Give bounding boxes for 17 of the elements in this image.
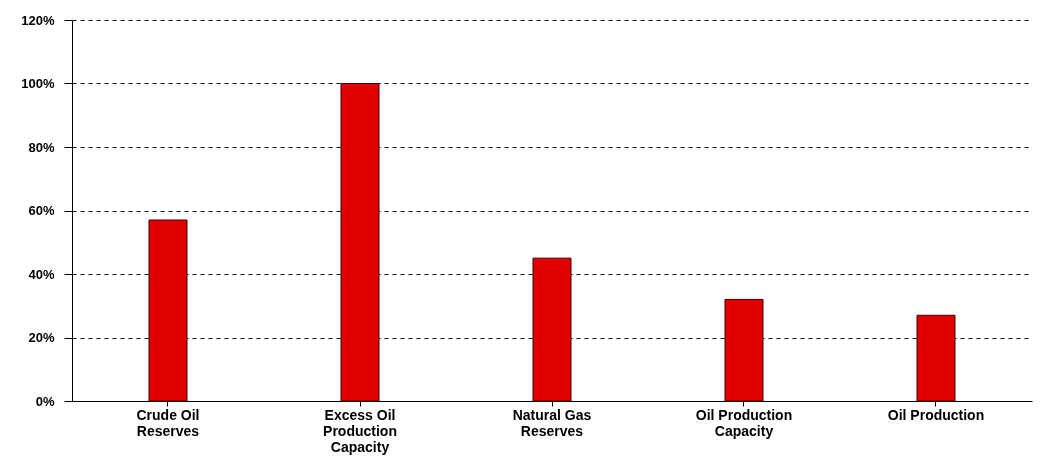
y-tick-label: 100% bbox=[21, 76, 55, 91]
y-tick-label: 0% bbox=[35, 393, 55, 409]
bar bbox=[148, 219, 188, 402]
x-tick-label: Excess Oil Production Capacity bbox=[323, 406, 397, 455]
y-tick-label: 20% bbox=[28, 330, 55, 345]
bar bbox=[532, 257, 572, 402]
y-tick-label: 40% bbox=[28, 266, 55, 282]
x-tick-label: Crude Oil Reserves bbox=[136, 406, 200, 439]
bar bbox=[340, 83, 380, 402]
bar bbox=[724, 298, 764, 402]
x-tick-label: Oil Production bbox=[887, 406, 985, 423]
y-tick-label: 60% bbox=[28, 203, 55, 218]
y-tick-label: 120% bbox=[21, 12, 55, 28]
bar bbox=[916, 314, 956, 402]
x-tick-label: Oil Production Capacity bbox=[695, 406, 793, 439]
y-tick-label: 80% bbox=[28, 139, 55, 155]
x-tick-label: Natural Gas Reserves bbox=[512, 406, 592, 439]
